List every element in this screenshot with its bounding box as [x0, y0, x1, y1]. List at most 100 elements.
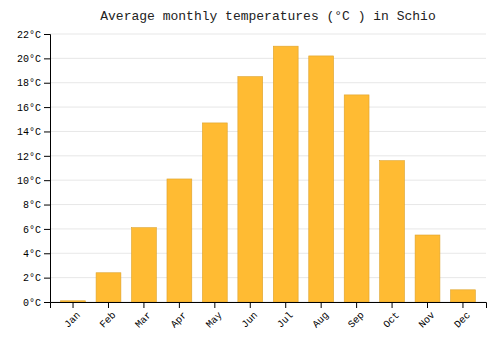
grid-line	[50, 131, 486, 132]
y-tick-label: 18°C	[17, 78, 41, 89]
x-tick-mark	[108, 302, 109, 308]
y-tick-label: 10°C	[17, 176, 41, 187]
y-tick-label: 6°C	[23, 225, 41, 236]
bar	[238, 77, 263, 302]
x-tick: Sep	[346, 302, 367, 330]
x-tick-mark	[356, 302, 357, 308]
x-tick: Jan	[62, 302, 83, 330]
x-tick-label: Apr	[169, 310, 190, 331]
x-tick: Nov	[417, 302, 438, 330]
y-tick: 14°C	[17, 127, 50, 138]
y-tick-label: 16°C	[17, 103, 41, 114]
x-tick: May	[204, 302, 225, 330]
x-tick-label: Mar	[133, 310, 154, 331]
x-tick-mark	[214, 302, 215, 308]
bar	[167, 179, 192, 302]
bars	[61, 46, 476, 302]
bar	[61, 301, 86, 302]
y-axis-line	[44, 35, 51, 303]
grid-line	[50, 82, 486, 83]
y-tick-mark	[44, 156, 50, 157]
x-tick-label: Oct	[381, 310, 402, 331]
title: Average monthly temperatures (°C ) in Sc…	[100, 9, 435, 24]
x-tick-label: Jun	[240, 310, 261, 331]
bar	[202, 123, 227, 302]
x-tick-label: Dec	[452, 310, 473, 331]
bar	[451, 290, 476, 302]
x-tick-mark	[143, 302, 144, 308]
y-tick-label: 4°C	[23, 249, 41, 260]
y-tick-label: 0°C	[23, 298, 41, 309]
bar	[415, 235, 440, 302]
x-tick-label: May	[204, 310, 225, 331]
y-tick-mark	[44, 302, 50, 303]
chart: 0°C 2°C 4°C 6°C 8°C 10°C 12°C 14°C 16°C 18°C 20°C 2…	[0, 0, 500, 350]
x-tick: Apr	[169, 302, 190, 330]
y-tick-label: 14°C	[17, 127, 41, 138]
y-tick-mark	[44, 58, 50, 59]
x-tick: Feb	[98, 302, 119, 330]
grid-line	[50, 228, 486, 229]
x-tick-mark	[179, 302, 180, 308]
bar	[344, 95, 369, 302]
y-tick: 8°C	[23, 200, 50, 211]
x-tick-mark	[462, 302, 463, 308]
grid-line	[50, 155, 486, 156]
x-tick-mark	[285, 302, 286, 308]
y-tick-mark	[44, 229, 50, 230]
y-tick-mark	[44, 34, 50, 35]
bar	[273, 46, 298, 302]
x-axis-line	[51, 303, 487, 309]
y-tick: 0°C	[23, 298, 50, 309]
x-tick-mark	[321, 302, 322, 308]
x-tick: Jul	[275, 302, 296, 330]
plot: 0°C 2°C 4°C 6°C 8°C 10°C 12°C 14°C 16°C 18°C 20°C 2…	[17, 30, 487, 331]
x-axis: Jan Feb Mar Apr May Jun Jul Aug Sep Oct Nov Dec	[51, 302, 487, 330]
x-tick: Aug	[311, 302, 332, 330]
y-tick: 22°C	[17, 30, 50, 41]
x-tick-mark	[250, 302, 251, 308]
x-tick-label: Jul	[275, 310, 296, 331]
x-tick-mark	[427, 302, 428, 308]
y-tick-mark	[44, 131, 50, 132]
y-tick: 2°C	[23, 273, 50, 284]
grid-line	[50, 180, 486, 181]
x-tick-mark	[392, 302, 393, 308]
x-tick-label: Feb	[98, 310, 119, 331]
y-tick-label: 2°C	[23, 273, 41, 284]
x-tick-mark	[73, 302, 74, 308]
grid-line	[50, 204, 486, 205]
x-tick-label: Jan	[62, 310, 83, 331]
grid-line	[50, 58, 486, 59]
bar	[309, 56, 334, 302]
x-tick: Dec	[452, 302, 473, 330]
y-tick-label: 8°C	[23, 200, 41, 211]
x-tick: Mar	[133, 302, 154, 330]
y-tick-mark	[44, 83, 50, 84]
y-tick: 6°C	[23, 225, 50, 236]
y-tick: 4°C	[23, 249, 50, 260]
bar	[132, 228, 157, 302]
bar	[380, 161, 405, 302]
x-tick: Jun	[240, 302, 261, 330]
bar	[96, 273, 121, 302]
y-tick-mark	[44, 278, 50, 279]
y-tick-label: 12°C	[17, 152, 41, 163]
y-tick: 16°C	[17, 103, 50, 114]
x-tick-label: Sep	[346, 310, 367, 331]
y-tick-label: 22°C	[17, 30, 41, 41]
grid-line	[50, 34, 486, 35]
y-tick: 12°C	[17, 152, 50, 163]
y-tick-mark	[44, 253, 50, 254]
y-tick: 10°C	[17, 176, 50, 187]
y-tick-label: 20°C	[17, 54, 41, 65]
y-tick-mark	[44, 107, 50, 108]
x-tick: Oct	[381, 302, 402, 330]
grid-line	[50, 107, 486, 108]
y-tick-mark	[44, 180, 50, 181]
x-tick-label: Nov	[417, 310, 438, 331]
y-tick-mark	[44, 205, 50, 206]
y-axis: 0°C 2°C 4°C 6°C 8°C 10°C 12°C 14°C 16°C 18°C 20°C 2…	[17, 30, 51, 309]
x-tick-label: Aug	[311, 310, 332, 331]
y-tick: 20°C	[17, 54, 50, 65]
